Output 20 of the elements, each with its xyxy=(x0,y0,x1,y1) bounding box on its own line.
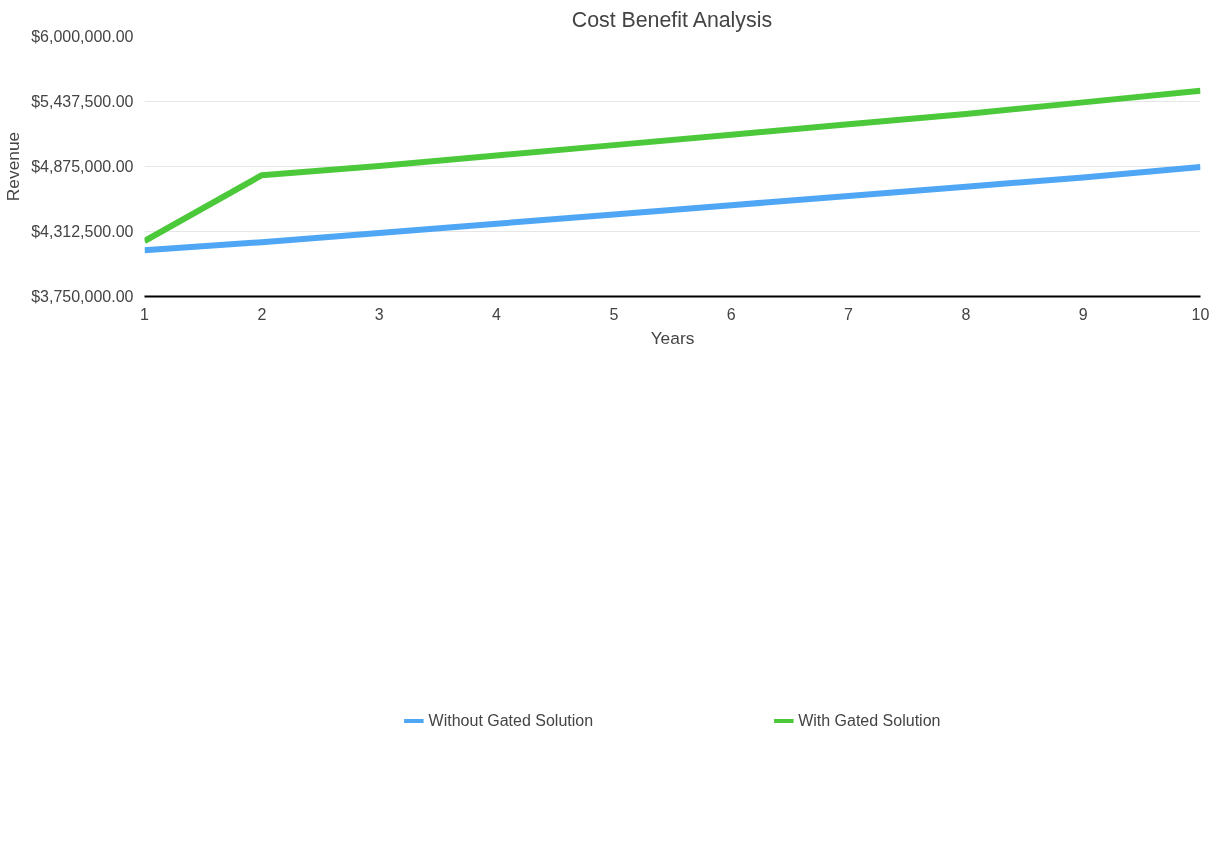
x-tick-label: 9 xyxy=(1078,305,1088,323)
legend-label: With Gated Solution xyxy=(798,711,941,730)
y-tick-label: $6,000,000.00 xyxy=(31,28,134,45)
chart-title: Cost Benefit Analysis xyxy=(571,7,773,32)
x-tick-label: 7 xyxy=(844,305,854,323)
y-tick-label: $4,875,000.00 xyxy=(31,158,134,175)
y-tick-label: $4,312,500.00 xyxy=(31,223,134,240)
x-tick-label: 6 xyxy=(726,305,736,323)
x-tick-label: 10 xyxy=(1191,305,1210,323)
x-tick-label: 4 xyxy=(492,305,502,323)
y-tick-label: $3,750,000.00 xyxy=(31,288,134,305)
y-axis-title: Revenue xyxy=(3,131,24,202)
x-tick-label: 1 xyxy=(140,305,150,323)
x-tick-label: 8 xyxy=(961,305,971,323)
x-tick-label: 5 xyxy=(609,305,619,323)
x-tick-label: 3 xyxy=(374,305,384,323)
x-tick-label: 2 xyxy=(257,305,267,323)
legend-label: Without Gated Solution xyxy=(428,711,594,730)
y-tick-label: $5,437,500.00 xyxy=(31,93,134,110)
x-axis-title: Years xyxy=(650,327,695,348)
